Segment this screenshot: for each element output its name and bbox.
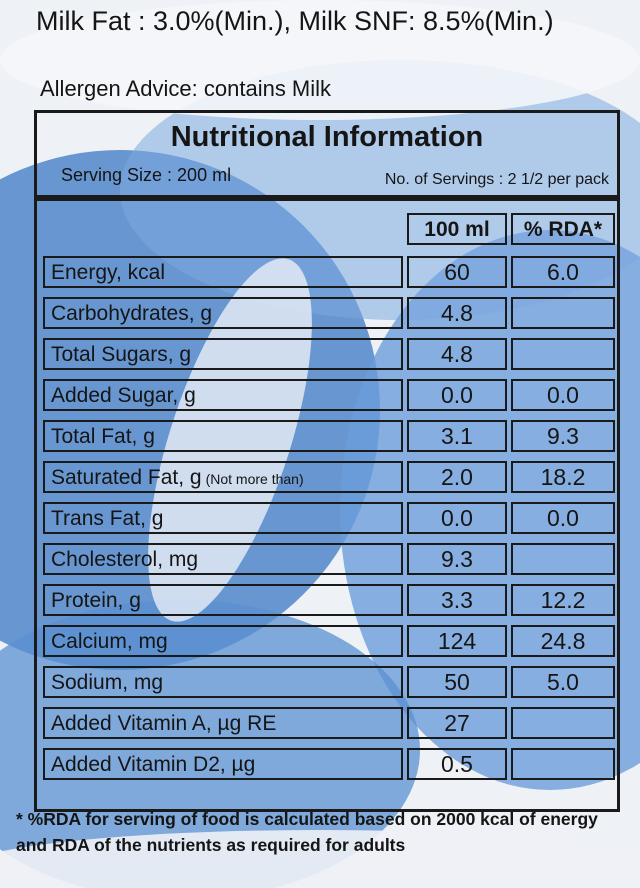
rda-value: 18.2	[511, 461, 615, 493]
nutrient-name-text: Calcium, mg	[51, 630, 168, 653]
nutrient-name-text: Total Fat, g	[51, 425, 155, 448]
table-row: Total Sugars, g 4.8	[37, 334, 617, 375]
number-of-servings: No. of Servings : 2 1/2 per pack	[384, 171, 609, 188]
rda-value: 9.3	[511, 420, 615, 452]
nutrient-name: Saturated Fat, g (Not more than)	[43, 461, 403, 493]
table-row: Added Vitamin A, µg RE 27	[37, 703, 617, 744]
nutrient-name: Sodium, mg	[43, 666, 403, 698]
header-blank	[43, 213, 403, 245]
rda-value: 12.2	[511, 584, 615, 616]
table-row: Saturated Fat, g (Not more than) 2.0 18.2	[37, 457, 617, 498]
nutrient-name-text: Added Sugar, g	[51, 384, 196, 407]
rda-value: 5.0	[511, 666, 615, 698]
per-100ml-value: 124	[407, 625, 507, 657]
rda-value	[511, 338, 615, 370]
table-title: Nutritional Information	[170, 121, 484, 153]
per-100ml-value: 3.1	[407, 420, 507, 452]
rda-footnote: * %RDA for serving of food is calculated…	[16, 809, 598, 855]
per-100ml-value: 50	[407, 666, 507, 698]
per-100ml-value: 60	[407, 256, 507, 288]
nutrient-name-text: Added Vitamin A, µg RE	[51, 712, 277, 735]
per-100ml-value: 0.0	[407, 379, 507, 411]
table-row: Added Sugar, g 0.0 0.0	[37, 375, 617, 416]
per-100ml-value: 9.3	[407, 543, 507, 575]
header-rda: % RDA*	[511, 213, 615, 245]
nutrient-name: Added Vitamin D2, µg	[43, 748, 403, 780]
nutrition-table: 100 ml % RDA* Energy, kcal 60 6.0 Carbohydr…	[34, 198, 620, 812]
rda-value	[511, 707, 615, 739]
serving-size: Serving Size : 200 ml	[61, 165, 232, 185]
nutrient-name-text: Energy, kcal	[51, 261, 165, 284]
per-100ml-value: 3.3	[407, 584, 507, 616]
nutrient-name-text: Saturated Fat, g	[51, 466, 202, 489]
per-100ml-value: 4.8	[407, 338, 507, 370]
table-row: Total Fat, g 3.1 9.3	[37, 416, 617, 457]
nutrient-name-text: Total Sugars, g	[51, 343, 192, 366]
nutrient-name: Total Fat, g	[43, 420, 403, 452]
per-100ml-value: 0.5	[407, 748, 507, 780]
header-100ml: 100 ml	[407, 213, 507, 245]
per-100ml-value: 4.8	[407, 297, 507, 329]
table-row: Cholesterol, mg 9.3	[37, 539, 617, 580]
nutrient-name: Calcium, mg	[43, 625, 403, 657]
nutrient-name-text: Sodium, mg	[51, 671, 164, 694]
allergen-advice: Allergen Advice: contains Milk	[40, 76, 332, 101]
nutrient-qualifier: (Not more than)	[205, 471, 304, 487]
table-row: Added Vitamin D2, µg 0.5	[37, 744, 617, 785]
nutrient-name-text: Carbohydrates, g	[51, 302, 213, 325]
nutrient-name: Cholesterol, mg	[43, 543, 403, 575]
nutrient-name: Trans Fat, g	[43, 502, 403, 534]
per-100ml-value: 27	[407, 707, 507, 739]
rda-value: 0.0	[511, 379, 615, 411]
table-row: Protein, g 3.3 12.2	[37, 580, 617, 621]
rda-value	[511, 543, 615, 575]
rda-value: 24.8	[511, 625, 615, 657]
nutrient-name: Total Sugars, g	[43, 338, 403, 370]
milk-fat-line: Milk Fat : 3.0%(Min.), Milk SNF: 8.5%(Mi…	[36, 6, 554, 36]
table-row: Energy, kcal 60 6.0	[37, 252, 617, 293]
per-100ml-value: 2.0	[407, 461, 507, 493]
table-header-row: 100 ml % RDA*	[37, 209, 617, 250]
per-100ml-value: 0.0	[407, 502, 507, 534]
table-row: Carbohydrates, g 4.8	[37, 293, 617, 334]
table-row: Calcium, mg 124 24.8	[37, 621, 617, 662]
nutrient-name-text: Protein, g	[51, 589, 141, 612]
nutrient-name-text: Trans Fat, g	[51, 507, 164, 530]
nutrient-name: Energy, kcal	[43, 256, 403, 288]
table-title-box: Nutritional Information Serving Size : 2…	[34, 110, 620, 198]
nutrient-name-text: Cholesterol, mg	[51, 548, 199, 571]
nutrient-name-text: Added Vitamin D2, µg	[51, 753, 256, 776]
table-row: Trans Fat, g 0.0 0.0	[37, 498, 617, 539]
nutrient-name: Added Sugar, g	[43, 379, 403, 411]
nutrient-name: Carbohydrates, g	[43, 297, 403, 329]
table-row: Sodium, mg 50 5.0	[37, 662, 617, 703]
rda-value: 6.0	[511, 256, 615, 288]
nutrient-name: Protein, g	[43, 584, 403, 616]
nutrient-name: Added Vitamin A, µg RE	[43, 707, 403, 739]
rda-value	[511, 748, 615, 780]
rda-value	[511, 297, 615, 329]
rda-value: 0.0	[511, 502, 615, 534]
